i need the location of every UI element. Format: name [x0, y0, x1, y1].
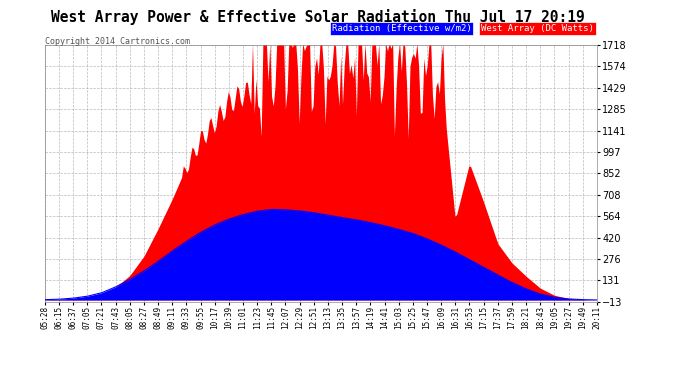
- Text: Copyright 2014 Cartronics.com: Copyright 2014 Cartronics.com: [45, 38, 190, 46]
- Text: West Array (DC Watts): West Array (DC Watts): [481, 24, 594, 33]
- Text: West Array Power & Effective Solar Radiation Thu Jul 17 20:19: West Array Power & Effective Solar Radia…: [50, 9, 584, 26]
- Text: Radiation (Effective w/m2): Radiation (Effective w/m2): [332, 24, 472, 33]
